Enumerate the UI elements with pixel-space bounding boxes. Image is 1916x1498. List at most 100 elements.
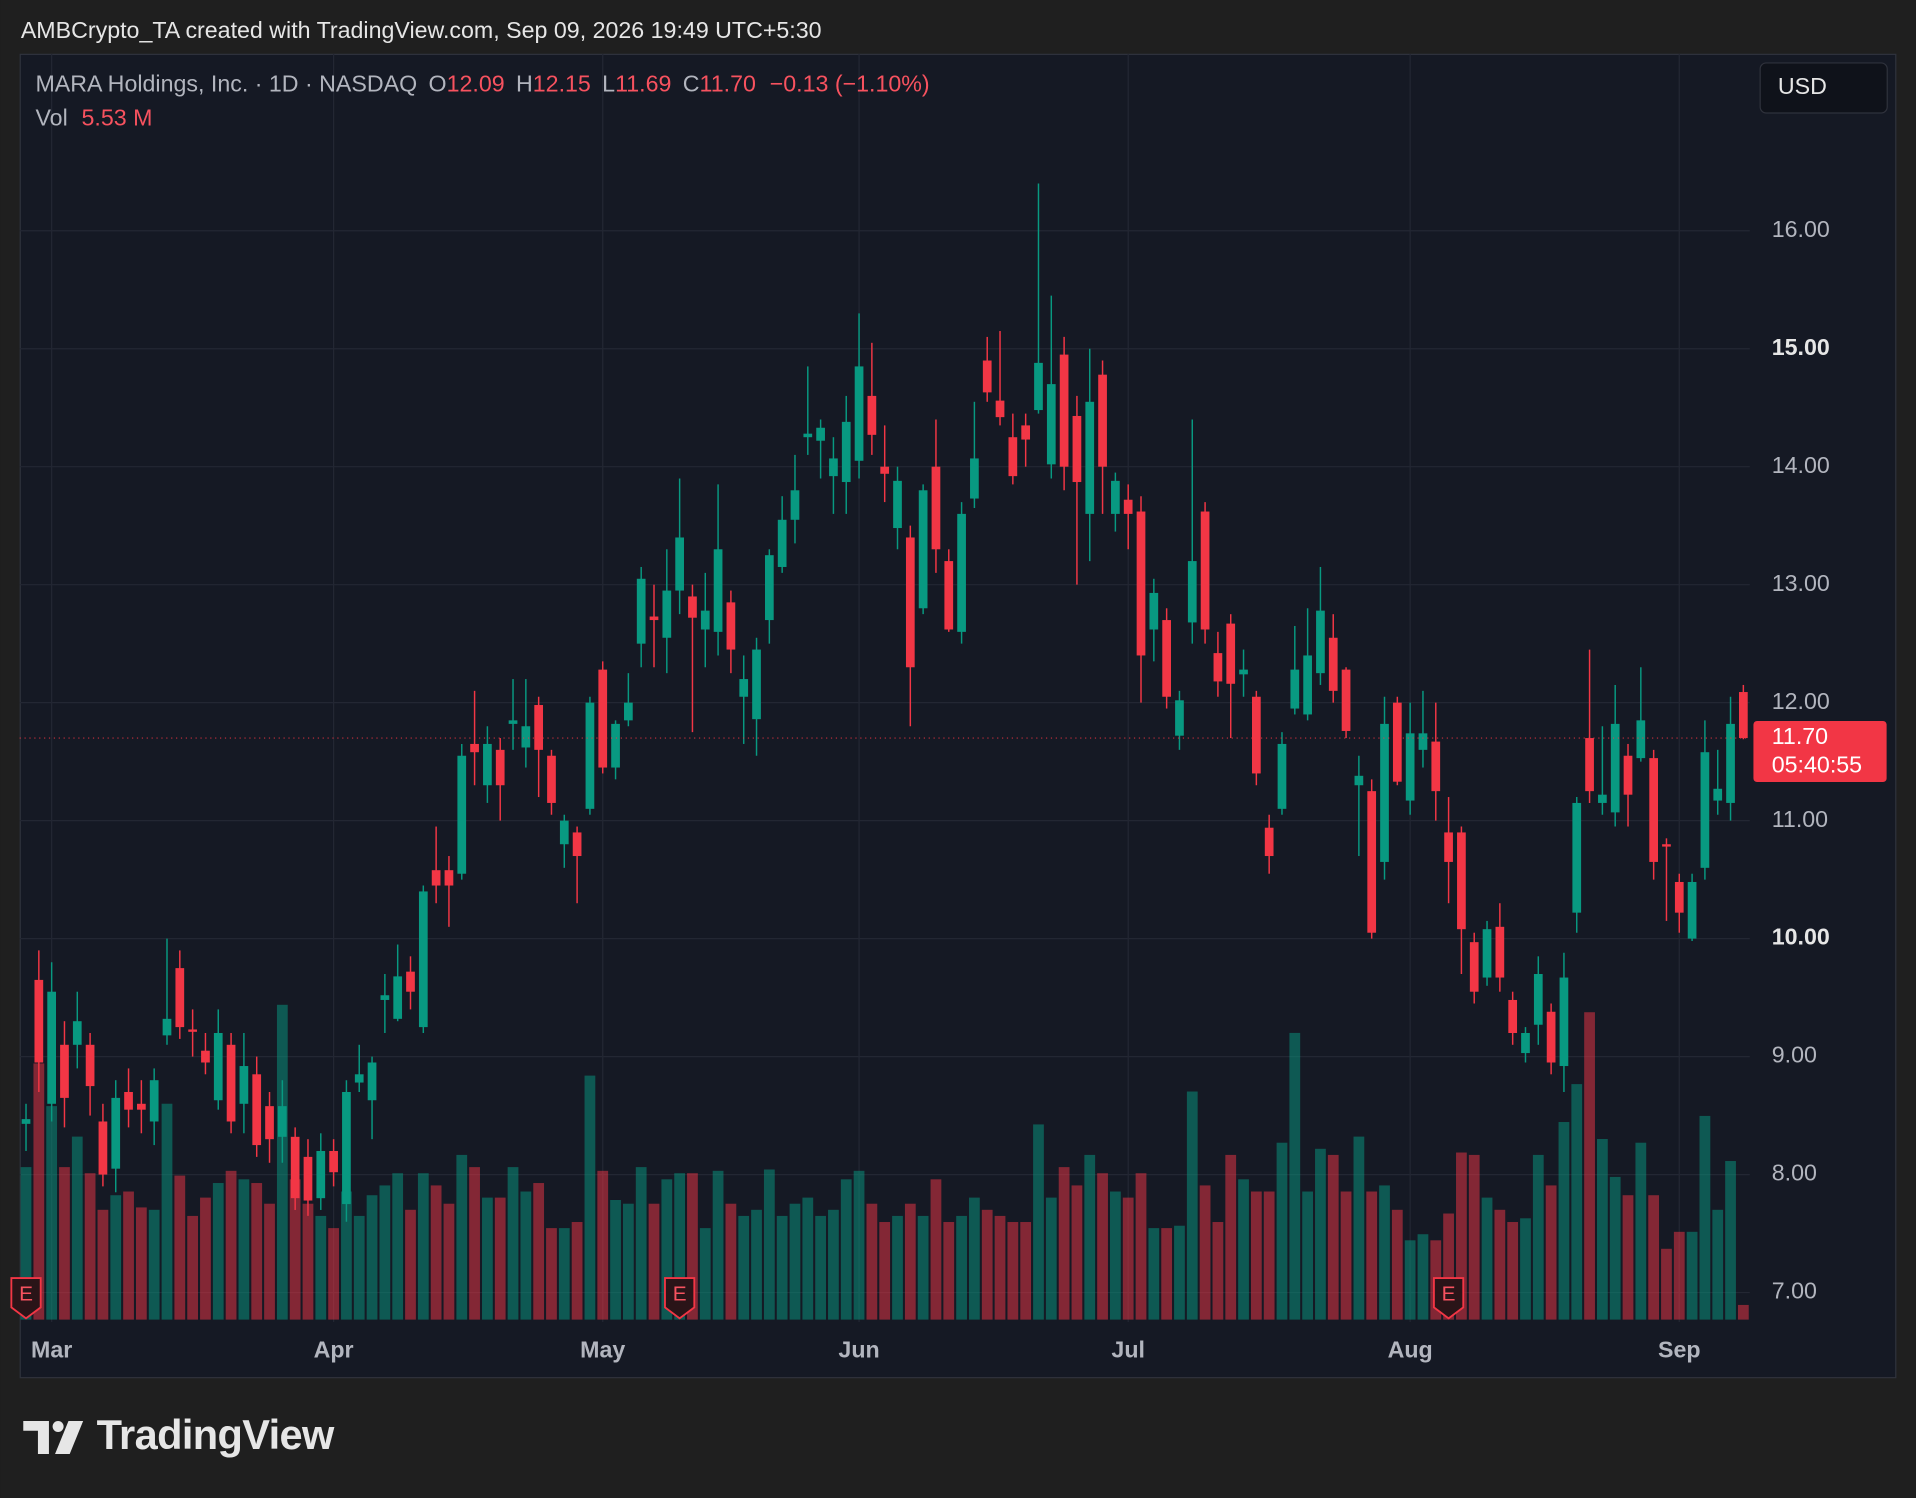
earnings-event: E: [10, 1277, 42, 1320]
volume-bar: [1135, 1173, 1147, 1320]
volume-bar: [725, 1203, 737, 1320]
currency-button[interactable]: USD: [1759, 62, 1888, 114]
candle-body: [1303, 655, 1312, 715]
volume-bar: [1622, 1195, 1634, 1320]
volume-bar: [879, 1222, 891, 1320]
volume-bar: [1263, 1191, 1275, 1320]
candle-body: [1226, 623, 1236, 684]
candle-body: [1469, 942, 1479, 992]
volume-legend: Vol 5.53 M: [35, 105, 152, 131]
volume-bar: [558, 1228, 570, 1320]
volume-bar: [430, 1185, 442, 1320]
volume-bar: [289, 1179, 301, 1320]
currency[interactable]: USD: [1778, 73, 1827, 99]
candle-body: [483, 743, 492, 786]
y-tick-label: 15.00: [1772, 334, 1830, 360]
volume-bar: [1250, 1191, 1262, 1320]
low-value: 11.69: [615, 71, 671, 97]
candle-body: [1046, 384, 1056, 465]
candle-body: [342, 1091, 351, 1205]
candle-body: [444, 870, 454, 886]
candle-body: [1136, 511, 1146, 656]
volume-bar: [892, 1215, 903, 1320]
volume-bar: [507, 1167, 519, 1320]
candle-body: [393, 976, 403, 1019]
candle-body: [1187, 561, 1197, 623]
volume-bar: [353, 1215, 365, 1320]
candle-body: [1277, 743, 1287, 809]
earnings-event: E: [664, 1277, 696, 1320]
volume-bar: [661, 1179, 673, 1320]
attribution: AMBCrypto_TA created with TradingView.co…: [21, 17, 822, 43]
candle-body: [559, 820, 569, 845]
volume-bar: [1545, 1185, 1557, 1320]
x-tick-label: Sep: [1658, 1337, 1701, 1363]
candle-body: [854, 366, 864, 461]
volume-bar: [148, 1209, 160, 1320]
candle-body: [162, 1018, 172, 1036]
candle-body: [944, 561, 954, 630]
candle-body: [290, 1136, 300, 1199]
volume-bar: [1161, 1228, 1173, 1320]
volume-bar: [1532, 1154, 1544, 1320]
volume-bar: [1686, 1231, 1698, 1320]
candle-body: [1418, 733, 1428, 750]
candle-body: [1111, 480, 1120, 514]
volume-bar: [533, 1183, 545, 1320]
candle-body: [213, 1033, 223, 1101]
volume-bar: [1494, 1209, 1506, 1320]
high-value: 12.15: [533, 71, 591, 97]
volume-bar: [1673, 1231, 1685, 1320]
open-value: 12.09: [447, 71, 505, 97]
axes: 7.00 8.00 9.00 10.00 11.00 12.00 13.00 14.00 15.…: [10, 216, 1830, 1363]
volume-bar: [315, 1215, 327, 1320]
candle-body: [905, 537, 915, 668]
volume-bar: [1007, 1222, 1019, 1320]
low-key: L: [602, 71, 615, 97]
volume-bar: [1045, 1197, 1057, 1320]
volume-bar: [969, 1197, 980, 1320]
event-label: E: [673, 1283, 687, 1306]
change: −0.13 (−1.10%): [770, 71, 930, 97]
close-key: C: [683, 71, 700, 97]
volume-bar: [1481, 1197, 1493, 1320]
candle-body: [316, 1150, 326, 1199]
candle-body: [841, 421, 851, 483]
volume-bar: [1097, 1173, 1108, 1320]
candle-body: [534, 705, 544, 750]
volume-bar: [1174, 1225, 1185, 1320]
volume-bar: [1609, 1176, 1621, 1320]
x-tick-label: Apr: [314, 1337, 354, 1363]
currency-box[interactable]: [1759, 62, 1888, 114]
volume-bar: [302, 1203, 314, 1320]
volume-bar: [1391, 1209, 1403, 1320]
volume-bar: [776, 1215, 788, 1320]
volume-bar: [751, 1209, 762, 1320]
candle-body: [1341, 669, 1351, 731]
candle-body: [1034, 362, 1043, 411]
volume-bar: [1443, 1213, 1454, 1320]
volume-bar: [1404, 1240, 1416, 1320]
candle-body: [572, 832, 582, 857]
candle-body: [1085, 401, 1095, 514]
candle-body: [1149, 592, 1159, 630]
volume-bar: [1417, 1234, 1429, 1320]
candle-body: [1649, 758, 1659, 862]
volume-bar: [1366, 1191, 1378, 1320]
candle-body: [1354, 775, 1364, 786]
volume-bar: [1584, 1012, 1595, 1320]
candle-body: [636, 578, 646, 644]
volume-bar: [1635, 1142, 1647, 1320]
volume-bar: [366, 1195, 378, 1320]
volume-bar: [59, 1167, 70, 1320]
candle-body: [1367, 791, 1377, 933]
candle-body: [1328, 637, 1338, 691]
candle-body: [1585, 738, 1594, 792]
y-tick-label: 14.00: [1772, 452, 1830, 478]
candle-body: [380, 995, 390, 1000]
y-tick-label: 12.00: [1772, 688, 1830, 714]
volume-bar: [1033, 1124, 1044, 1320]
candle-body: [726, 602, 736, 650]
